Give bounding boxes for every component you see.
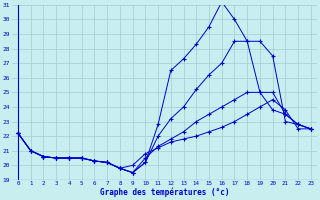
X-axis label: Graphe des températures (°c): Graphe des températures (°c) bbox=[100, 188, 229, 197]
